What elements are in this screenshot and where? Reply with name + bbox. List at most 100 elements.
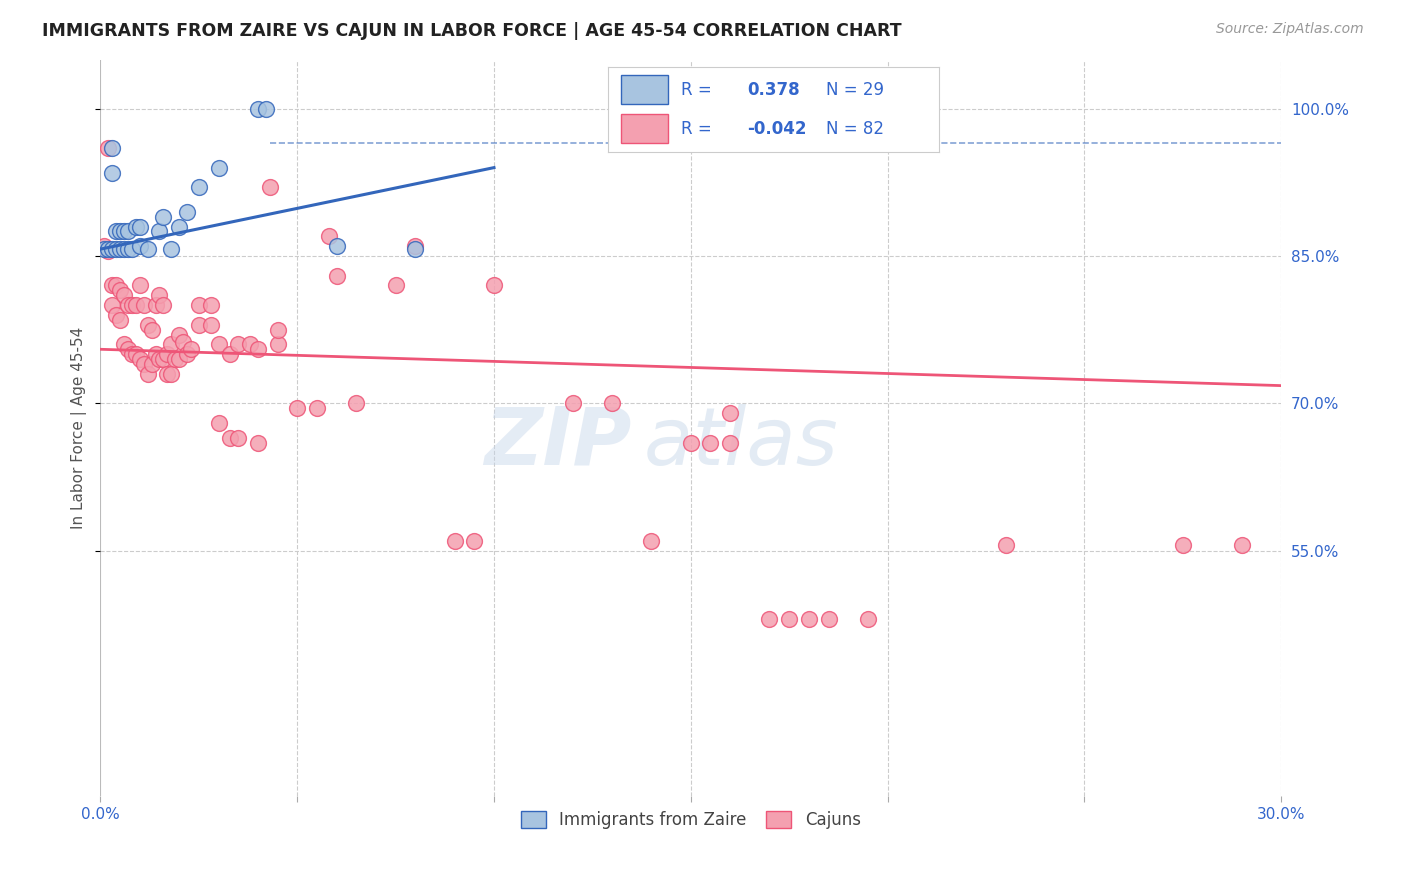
Point: [121, 298, 143, 312]
Point: [176, 204, 198, 219]
Point: [180, 343, 202, 357]
Point: [207, 416, 229, 430]
Point: [200, 318, 222, 332]
Point: [246, 343, 269, 357]
Point: [443, 533, 465, 548]
Text: IMMIGRANTS FROM ZAIRE VS CAJUN IN LABOR FORCE | AGE 45-54 CORRELATION CHART: IMMIGRANTS FROM ZAIRE VS CAJUN IN LABOR …: [42, 22, 901, 40]
Point: [994, 538, 1017, 552]
Point: [207, 161, 229, 175]
Point: [165, 352, 187, 367]
Point: [699, 435, 721, 450]
Point: [797, 612, 820, 626]
Point: [404, 239, 426, 253]
Point: [125, 347, 148, 361]
Point: [112, 242, 135, 256]
Point: [101, 242, 124, 256]
Point: [101, 141, 124, 155]
Point: [160, 367, 183, 381]
Point: [679, 435, 702, 450]
Point: [117, 242, 139, 256]
Point: [246, 435, 269, 450]
Point: [97, 141, 120, 155]
Point: [128, 239, 150, 253]
Point: [856, 612, 879, 626]
Point: [239, 337, 262, 351]
Point: [108, 313, 131, 327]
Point: [344, 396, 367, 410]
Point: [176, 347, 198, 361]
Point: [128, 219, 150, 234]
Point: [148, 352, 170, 367]
Point: [105, 308, 128, 322]
Point: [125, 298, 148, 312]
Point: [160, 337, 183, 351]
Point: [156, 367, 179, 381]
Point: [136, 367, 159, 381]
Point: [108, 224, 131, 238]
Point: [305, 401, 328, 416]
Point: [136, 242, 159, 256]
Point: [200, 298, 222, 312]
Point: [758, 612, 780, 626]
Point: [97, 244, 120, 258]
Point: [141, 323, 163, 337]
Point: [141, 357, 163, 371]
Point: [117, 298, 139, 312]
Point: [404, 242, 426, 256]
Point: [148, 288, 170, 302]
Point: [266, 323, 288, 337]
Point: [561, 396, 583, 410]
Point: [1230, 538, 1253, 552]
Point: [101, 298, 124, 312]
Point: [778, 612, 800, 626]
Text: atlas: atlas: [644, 403, 838, 482]
Point: [325, 239, 347, 253]
Point: [125, 219, 148, 234]
Text: Source: ZipAtlas.com: Source: ZipAtlas.com: [1216, 22, 1364, 37]
Point: [207, 337, 229, 351]
Point: [152, 210, 174, 224]
Point: [718, 435, 741, 450]
Y-axis label: In Labor Force | Age 45-54: In Labor Force | Age 45-54: [72, 326, 87, 529]
Point: [463, 533, 485, 548]
Point: [152, 298, 174, 312]
Point: [167, 352, 190, 367]
Point: [148, 224, 170, 238]
Point: [105, 242, 128, 256]
Point: [152, 352, 174, 367]
Point: [325, 268, 347, 283]
Point: [156, 347, 179, 361]
Point: [219, 347, 242, 361]
Point: [187, 318, 209, 332]
Point: [101, 165, 124, 179]
Point: [259, 180, 281, 194]
Point: [112, 337, 135, 351]
Point: [187, 298, 209, 312]
Point: [167, 219, 190, 234]
Point: [132, 298, 155, 312]
Point: [101, 278, 124, 293]
Point: [128, 352, 150, 367]
Point: [117, 224, 139, 238]
Point: [817, 612, 839, 626]
Point: [105, 278, 128, 293]
Point: [384, 278, 406, 293]
Point: [121, 347, 143, 361]
Point: [105, 224, 128, 238]
Point: [1171, 538, 1194, 552]
Point: [219, 431, 242, 445]
Point: [187, 180, 209, 194]
Point: [640, 533, 662, 548]
Point: [117, 343, 139, 357]
Point: [121, 242, 143, 256]
Point: [172, 335, 194, 350]
Point: [600, 396, 623, 410]
Point: [132, 357, 155, 371]
Point: [145, 298, 167, 312]
Point: [108, 284, 131, 298]
Point: [145, 347, 167, 361]
Point: [246, 102, 269, 116]
Point: [93, 239, 115, 253]
Point: [285, 401, 308, 416]
Point: [718, 406, 741, 420]
